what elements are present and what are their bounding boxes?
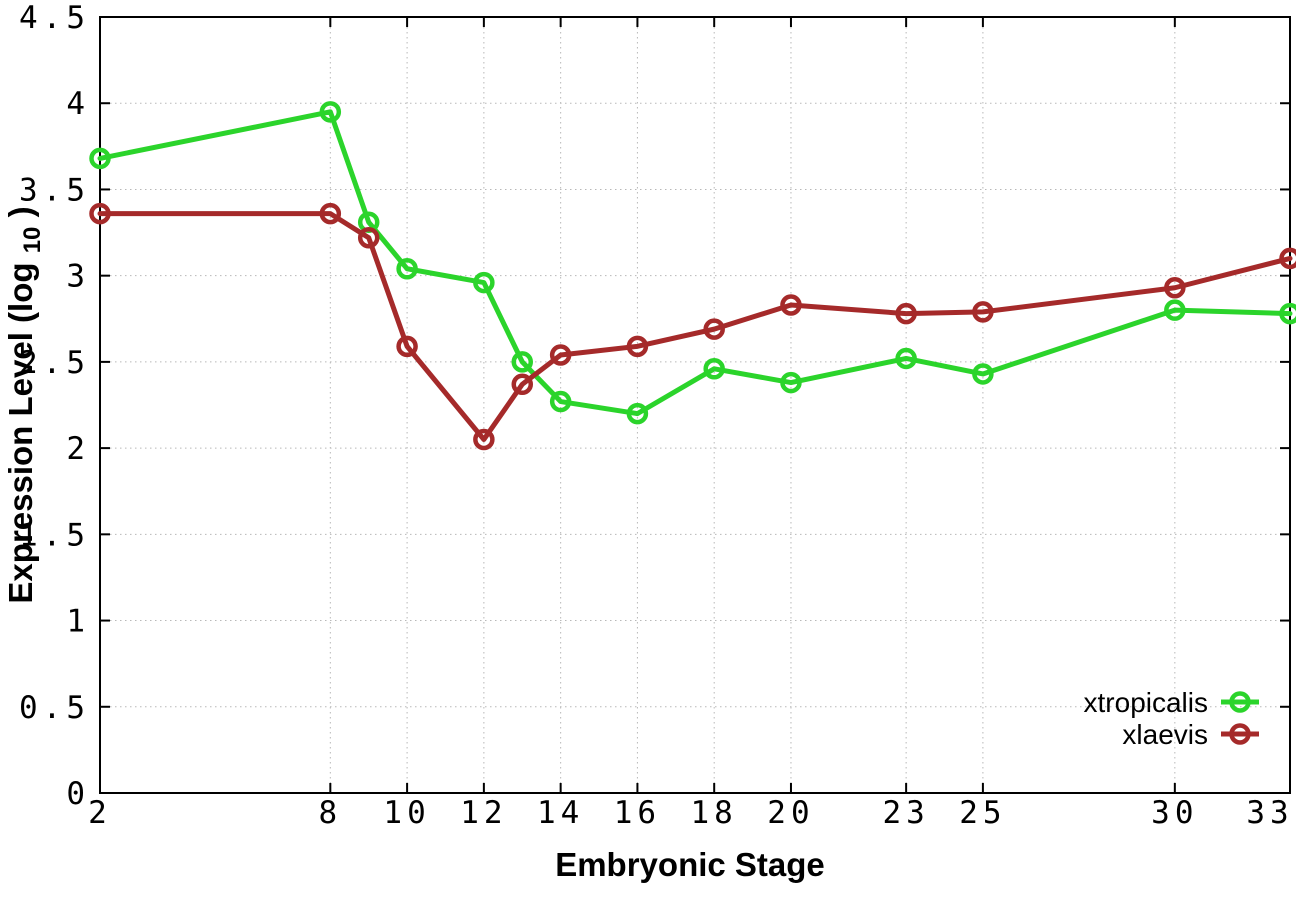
y-tick-label: 2.5 — [19, 345, 90, 381]
plot-border — [99, 16, 1291, 794]
data-point-xtropicalis — [549, 390, 572, 413]
tick-marks-layer — [99, 16, 1291, 794]
y-tick-label: 1.5 — [19, 517, 90, 553]
legend-label-xtropicalis: xtropicalis — [1084, 687, 1208, 718]
data-point-xtropicalis — [895, 347, 917, 370]
data-point-xlaevis — [473, 428, 495, 451]
data-point-xlaevis — [357, 226, 380, 249]
y-tick-label: 4 — [66, 86, 90, 122]
y-axis-title-close: ) — [2, 206, 39, 217]
x-axis-title: Embryonic Stage — [555, 846, 825, 883]
data-point-xlaevis — [626, 335, 649, 358]
x-tick-label: 23 — [882, 795, 929, 831]
data-point-xlaevis — [511, 373, 534, 396]
y-tick-label: 3.5 — [19, 172, 90, 208]
data-point-xtropicalis — [473, 271, 495, 294]
data-point-xtropicalis — [972, 363, 994, 385]
y-tick-label: 1 — [66, 604, 90, 640]
data-point-xtropicalis — [626, 402, 649, 425]
x-tick-label: 14 — [537, 795, 584, 831]
y-axis-title-main: Expression Level (log — [2, 262, 39, 603]
x-tick-labels: 2 8 10 12 14 16 18 20 23 25 30 33 — [88, 795, 1293, 831]
y-tick-labels: 0 0.5 1 1.5 2 2.5 3 3.5 4 4.5 — [19, 0, 90, 812]
data-point-xlaevis — [972, 301, 994, 323]
data-point-xlaevis — [703, 318, 725, 340]
data-point-xtropicalis — [89, 147, 111, 170]
x-tick-label: 2 — [88, 795, 112, 831]
grid-layer — [99, 16, 1291, 794]
data-point-xlaevis — [895, 302, 917, 325]
y-tick-label: 0.5 — [19, 690, 90, 726]
x-tick-label: 30 — [1151, 795, 1198, 831]
x-tick-label: 8 — [318, 795, 342, 831]
legend-marker-xlaevis — [1229, 723, 1251, 745]
data-point-xlaevis — [1279, 247, 1296, 270]
x-tick-label: 12 — [460, 795, 507, 831]
y-axis-title: Expression Level (log 10 ) — [2, 206, 47, 603]
y-tick-label: 3 — [66, 259, 90, 295]
series-line-xtropicalis — [97, 109, 1293, 417]
data-point-xtropicalis — [703, 358, 725, 380]
data-point-xtropicalis — [511, 351, 534, 373]
x-tick-label: 25 — [959, 795, 1006, 831]
data-point-xlaevis — [549, 344, 572, 366]
data-point-xtropicalis — [1164, 299, 1186, 321]
x-tick-label: 33 — [1246, 795, 1293, 831]
data-point-xtropicalis — [1279, 302, 1296, 325]
data-point-xtropicalis — [396, 258, 418, 280]
data-point-xlaevis — [319, 202, 342, 225]
x-tick-label: 20 — [767, 795, 814, 831]
data-point-xlaevis — [89, 202, 111, 225]
data-point-xlaevis — [1164, 276, 1186, 299]
data-point-xlaevis — [780, 294, 802, 316]
data-point-xtropicalis — [319, 101, 342, 123]
data-point-xtropicalis — [780, 371, 802, 394]
x-tick-label: 18 — [691, 795, 738, 831]
y-tick-label: 0 — [66, 776, 90, 812]
legend-marker-xtropicalis — [1229, 691, 1251, 713]
data-point-xlaevis — [396, 335, 418, 358]
x-tick-label: 10 — [383, 795, 430, 831]
series-line-xlaevis — [97, 211, 1293, 442]
x-tick-label: 16 — [614, 795, 661, 831]
series-layer — [89, 101, 1296, 451]
legend-label-xlaevis: xlaevis — [1122, 719, 1208, 750]
y-axis-title-subscript: 10 — [19, 227, 46, 254]
y-tick-label: 4.5 — [19, 0, 90, 36]
y-tick-label: 2 — [66, 431, 90, 467]
